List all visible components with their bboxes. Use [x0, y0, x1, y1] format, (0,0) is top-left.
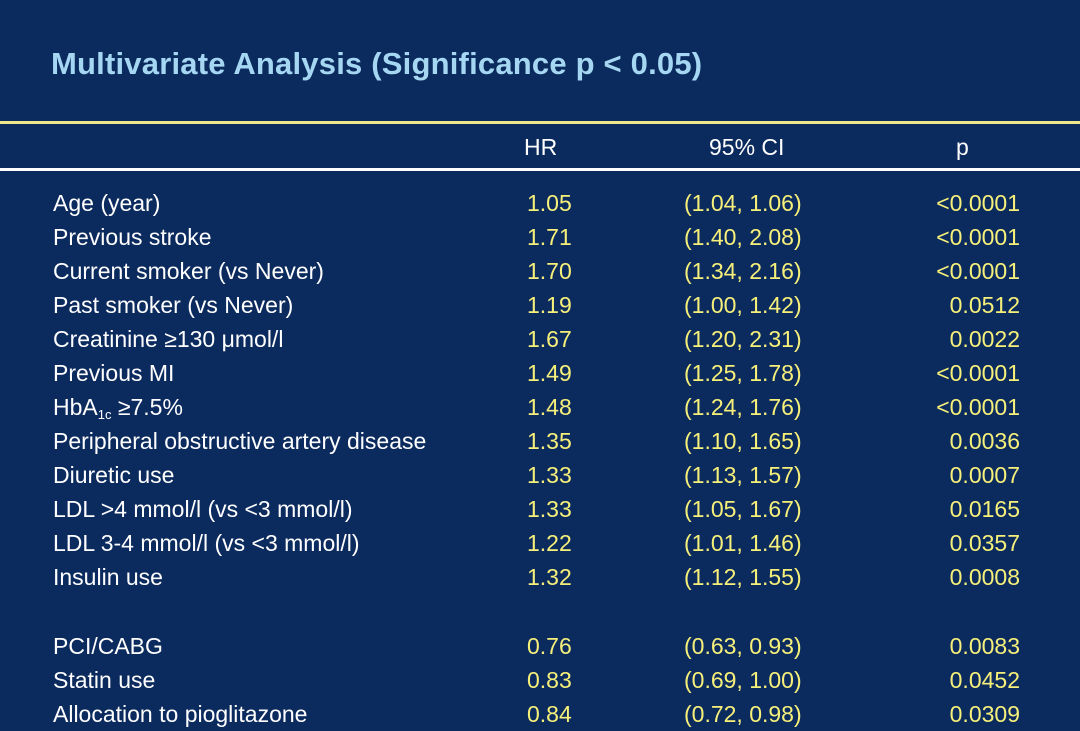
- table-row: Diuretic use 1.33 (1.13, 1.57) 0.0007: [0, 458, 1080, 492]
- row-p: 0.0357: [949, 530, 1020, 556]
- header-hr: HR: [524, 134, 558, 160]
- row-hr: 1.49: [527, 360, 572, 386]
- row-p: 0.0512: [949, 292, 1020, 318]
- row-ci: (1.01, 1.46): [684, 530, 802, 556]
- row-hr: 1.71: [527, 224, 572, 250]
- row-p: 0.0036: [949, 428, 1020, 454]
- top-divider: [0, 121, 1080, 124]
- row-p: 0.0452: [949, 667, 1020, 693]
- table-row: Past smoker (vs Never) 1.19 (1.00, 1.42)…: [0, 288, 1080, 322]
- table-row: Insulin use 1.32 (1.12, 1.55) 0.0008: [0, 560, 1080, 594]
- row-ci: (1.25, 1.78): [684, 360, 802, 386]
- row-label: Peripheral obstructive artery disease: [53, 428, 427, 454]
- table-row: Previous MI 1.49 (1.25, 1.78) <0.0001: [0, 356, 1080, 390]
- table-row: Peripheral obstructive artery disease 1.…: [0, 424, 1080, 458]
- row-p: 0.0022: [949, 326, 1020, 352]
- row-ci: (1.10, 1.65): [684, 428, 802, 454]
- table-row: HbA1c ≥7.5% 1.48 (1.24, 1.76) <0.0001: [0, 390, 1080, 424]
- row-hr: 1.35: [527, 428, 572, 454]
- row-p: 0.0309: [949, 701, 1020, 727]
- row-label: Statin use: [53, 667, 156, 693]
- row-label: Previous stroke: [53, 224, 212, 250]
- header-ci: 95% CI: [709, 134, 785, 160]
- row-hr: 1.33: [527, 462, 572, 488]
- row-ci: (1.34, 2.16): [684, 258, 802, 284]
- row-ci: (1.40, 2.08): [684, 224, 802, 250]
- row-hr: 1.05: [527, 190, 572, 216]
- table-row: Allocation to pioglitazone 0.84 (0.72, 0…: [0, 697, 1080, 731]
- row-ci: (0.72, 0.98): [684, 701, 802, 727]
- row-p: <0.0001: [936, 360, 1020, 386]
- row-p: 0.0083: [949, 633, 1020, 659]
- table-row: Statin use 0.83 (0.69, 1.00) 0.0452: [0, 663, 1080, 697]
- hba-label-subscript: 1c: [97, 407, 112, 422]
- row-p: <0.0001: [936, 394, 1020, 420]
- row-label: LDL 3-4 mmol/l (vs <3 mmol/l): [53, 530, 360, 556]
- hba-label-rest: ≥7.5%: [111, 394, 183, 420]
- row-hr: 0.76: [527, 633, 572, 659]
- row-p: <0.0001: [936, 190, 1020, 216]
- header-p: p: [956, 134, 969, 160]
- row-ci: (1.20, 2.31): [684, 326, 802, 352]
- row-label: Age (year): [53, 190, 161, 216]
- row-label: Past smoker (vs Never): [53, 292, 294, 318]
- hba-label-main: HbA: [53, 394, 98, 420]
- row-ci: (1.05, 1.67): [684, 496, 802, 522]
- row-p: <0.0001: [936, 224, 1020, 250]
- table-row: Age (year) 1.05 (1.04, 1.06) <0.0001: [0, 186, 1080, 220]
- row-ci: (1.13, 1.57): [684, 462, 802, 488]
- row-label: LDL >4 mmol/l (vs <3 mmol/l): [53, 496, 353, 522]
- row-hr: 0.83: [527, 667, 572, 693]
- row-label: HbA1c ≥7.5%: [53, 390, 183, 424]
- table-row: Previous stroke 1.71 (1.40, 2.08) <0.000…: [0, 220, 1080, 254]
- row-ci: (1.00, 1.42): [684, 292, 802, 318]
- row-hr: 1.19: [527, 292, 572, 318]
- table-row: Current smoker (vs Never) 1.70 (1.34, 2.…: [0, 254, 1080, 288]
- row-p: <0.0001: [936, 258, 1020, 284]
- row-label: Allocation to pioglitazone: [53, 701, 308, 727]
- row-hr: 1.48: [527, 394, 572, 420]
- row-hr: 1.22: [527, 530, 572, 556]
- row-hr: 1.67: [527, 326, 572, 352]
- table-row: LDL >4 mmol/l (vs <3 mmol/l) 1.33 (1.05,…: [0, 492, 1080, 526]
- row-ci: (0.69, 1.00): [684, 667, 802, 693]
- row-hr: 1.70: [527, 258, 572, 284]
- row-p: 0.0165: [949, 496, 1020, 522]
- row-hr: 1.33: [527, 496, 572, 522]
- row-p: 0.0007: [949, 462, 1020, 488]
- row-ci: (1.12, 1.55): [684, 564, 802, 590]
- row-label: Diuretic use: [53, 462, 175, 488]
- row-ci: (1.04, 1.06): [684, 190, 802, 216]
- table-row: PCI/CABG 0.76 (0.63, 0.93) 0.0083: [0, 629, 1080, 663]
- row-ci: (0.63, 0.93): [684, 633, 802, 659]
- row-hr: 0.84: [527, 701, 572, 727]
- table-row: LDL 3-4 mmol/l (vs <3 mmol/l) 1.22 (1.01…: [0, 526, 1080, 560]
- row-hr: 1.32: [527, 564, 572, 590]
- row-label: Previous MI: [53, 360, 175, 386]
- row-label: Creatinine ≥130 μmol/l: [53, 326, 284, 352]
- row-label: Current smoker (vs Never): [53, 258, 324, 284]
- slide-title: Multivariate Analysis (Significance p < …: [51, 46, 703, 81]
- row-label: PCI/CABG: [53, 633, 163, 659]
- table-row: Creatinine ≥130 μmol/l 1.67 (1.20, 2.31)…: [0, 322, 1080, 356]
- header-divider: [0, 168, 1080, 171]
- row-ci: (1.24, 1.76): [684, 394, 802, 420]
- row-p: 0.0008: [949, 564, 1020, 590]
- row-label: Insulin use: [53, 564, 163, 590]
